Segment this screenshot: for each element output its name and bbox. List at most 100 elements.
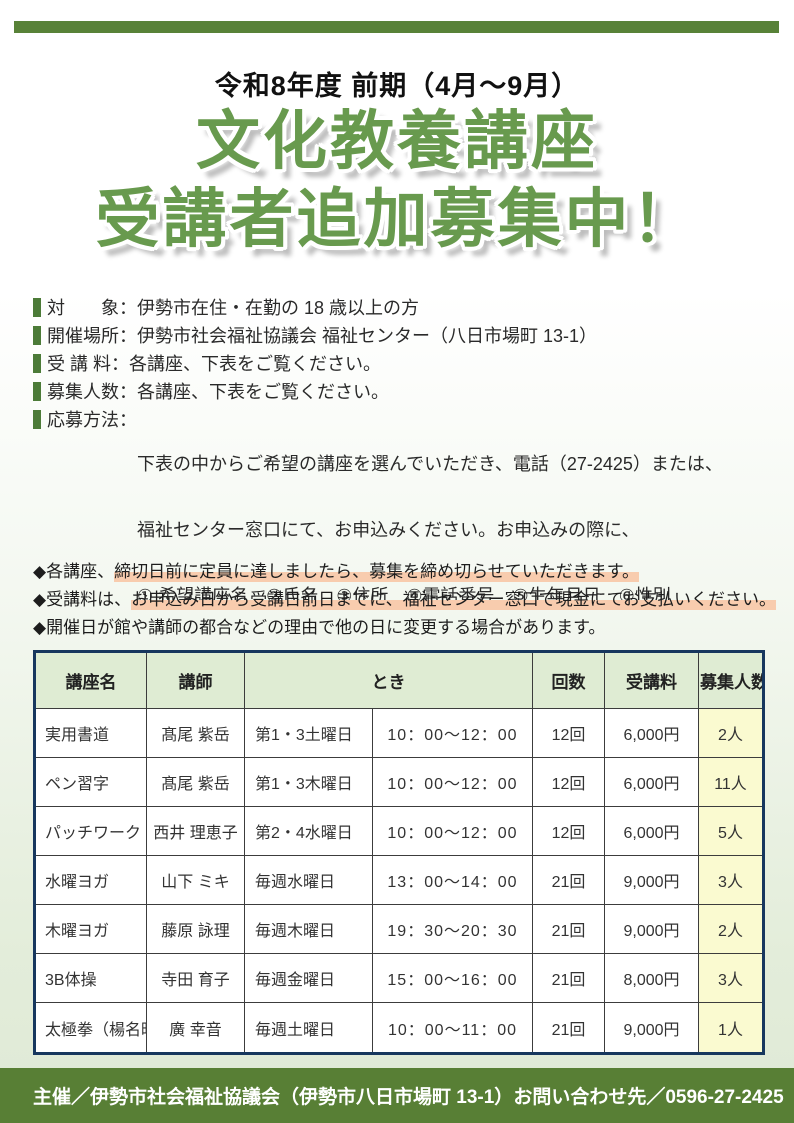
- table-row: 水曜ヨガ 山下 ミキ 毎週水曜日 13：00～14：00 21回 9,000円 …: [34, 855, 764, 906]
- top-green-bar: [14, 21, 779, 33]
- footer-organizer: 主催／伊勢市社会福祉協議会（伊勢市八日市場町 13-1）: [33, 1087, 514, 1108]
- header-fee: 受講料: [604, 651, 699, 709]
- cell-time: 10：00～12：00: [372, 757, 533, 808]
- info-item-capacity: 募集人数： 各講座、下表をご覧ください。: [33, 381, 763, 403]
- note-prefix: ◆受講料は、: [33, 590, 132, 609]
- info-text: 伊勢市社会福祉協議会 福祉センター（八日市場町 13-1）: [137, 326, 598, 346]
- cell-teacher: 寺田 育子: [146, 953, 245, 1004]
- apply-method-line: 下表の中からご希望の講座を選んでいただき、電話（27-2425）または、: [137, 454, 723, 474]
- cell-course-name: 水曜ヨガ: [34, 855, 147, 906]
- cell-sessions: 12回: [532, 757, 605, 808]
- table-row: ペン習字 髙尾 紫岳 第1・3木曜日 10：00～12：00 12回 6,000…: [34, 757, 764, 808]
- table-header-row: 講座名 講師 とき 回数 受講料 募集人数: [34, 651, 764, 709]
- cell-fee: 6,000円: [604, 806, 699, 857]
- cell-course-name: 太極拳（楊名時）: [34, 1002, 147, 1054]
- main-title: 文化教養講座 受講者追加募集中！: [0, 102, 794, 258]
- cell-teacher: 廣 幸音: [146, 1002, 245, 1054]
- square-marker-icon: [33, 410, 41, 429]
- cell-recruit-count: 3人: [698, 953, 764, 1004]
- cell-day: 第2・4水曜日: [244, 806, 373, 857]
- note-item: ◆開催日が館や講師の都合などの理由で他の日に変更する場合があります。: [33, 614, 773, 642]
- course-table: 講座名 講師 とき 回数 受講料 募集人数 実用書道 髙尾 紫岳 第1・3土曜日…: [33, 650, 765, 1055]
- info-label: 対 象：: [47, 298, 137, 318]
- table-row: パッチワーク 西井 理恵子 第2・4水曜日 10：00～12：00 12回 6,…: [34, 806, 764, 857]
- info-label: 受 講 料：: [47, 354, 130, 374]
- cell-fee: 9,000円: [604, 904, 699, 955]
- cell-recruit-count: 2人: [698, 904, 764, 955]
- main-title-line1: 文化教養講座: [196, 105, 598, 177]
- info-item-venue: 開催場所： 伊勢市社会福祉協議会 福祉センター（八日市場町 13-1）: [33, 325, 763, 347]
- header-sessions: 回数: [532, 651, 605, 709]
- cell-course-name: 木曜ヨガ: [34, 904, 147, 955]
- footer-contact: お問い合わせ先／0596-27-2425: [513, 1087, 784, 1108]
- info-item-fee: 受 講 料： 各講座、下表をご覧ください。: [33, 353, 763, 375]
- apply-method-line: 福祉センター窓口にて、お申込みください。お申込みの際に、: [137, 520, 640, 540]
- cell-recruit-count: 3人: [698, 855, 764, 906]
- main-title-line2: 受講者追加募集中！: [95, 183, 699, 255]
- cell-sessions: 21回: [532, 904, 605, 955]
- info-item-target-audience: 対 象： 伊勢市在住・在勤の 18 歳以上の方: [33, 297, 763, 319]
- note-highlight: 締切日前に定員に達しましたら、募集を締め切らせていただきます。: [114, 562, 640, 582]
- cell-recruit-count: 11人: [698, 757, 764, 808]
- note-item: ◆受講料は、お申込み日から受講日前日までに、福祉センター窓口で現金にてお支払いく…: [33, 586, 777, 614]
- cell-sessions: 21回: [532, 953, 605, 1004]
- cell-sessions: 12回: [532, 806, 605, 857]
- cell-fee: 9,000円: [604, 855, 699, 906]
- note-prefix: ◆開催日が館や講師の都合などの理由で他の日に変更する場合があります。: [33, 618, 606, 637]
- cell-recruit-count: 2人: [698, 707, 764, 759]
- info-text: 各講座、下表をご覧ください。: [129, 354, 382, 374]
- cell-fee: 6,000円: [604, 707, 699, 759]
- table-row: 実用書道 髙尾 紫岳 第1・3土曜日 10：00～12：00 12回 6,000…: [34, 707, 764, 759]
- cell-teacher: 西井 理恵子: [146, 806, 245, 857]
- cell-recruit-count: 5人: [698, 806, 764, 857]
- cell-fee: 6,000円: [604, 757, 699, 808]
- cell-time: 10：00～12：00: [372, 707, 533, 759]
- table-row: 木曜ヨガ 藤原 詠理 毎週木曜日 19：30～20：30 21回 9,000円 …: [34, 904, 764, 955]
- cell-course-name: 3B体操: [34, 953, 147, 1004]
- cell-day: 毎週土曜日: [244, 1002, 373, 1054]
- header-recruit-count: 募集人数: [698, 651, 764, 709]
- cell-teacher: 藤原 詠理: [146, 904, 245, 955]
- note-highlight: お申込み日から受講日前日までに、福祉センター窓口で現金にてお支払いください。: [131, 590, 777, 610]
- cell-teacher: 髙尾 紫岳: [146, 757, 245, 808]
- cell-day: 第1・3土曜日: [244, 707, 373, 759]
- cell-day: 第1・3木曜日: [244, 757, 373, 808]
- cell-sessions: 21回: [532, 855, 605, 906]
- footer-bar: 主催／伊勢市社会福祉協議会（伊勢市八日市場町 13-1） お問い合わせ先／059…: [0, 1068, 794, 1123]
- cell-sessions: 12回: [532, 707, 605, 759]
- notes-list: ◆各講座、締切日前に定員に達しましたら、募集を締め切らせていただきます。 ◆受講…: [33, 558, 777, 642]
- cell-course-name: パッチワーク: [34, 806, 147, 857]
- note-prefix: ◆各講座、: [33, 562, 115, 581]
- note-item: ◆各講座、締切日前に定員に達しましたら、募集を締め切らせていただきます。: [33, 558, 773, 586]
- info-label: 募集人数：: [47, 382, 137, 402]
- cell-course-name: ペン習字: [34, 757, 147, 808]
- cell-day: 毎週水曜日: [244, 855, 373, 906]
- info-label: 応募方法：: [47, 410, 137, 430]
- cell-time: 19：30～20：30: [372, 904, 533, 955]
- header-teacher: 講師: [146, 651, 245, 709]
- cell-day: 毎週木曜日: [244, 904, 373, 955]
- info-label: 開催場所：: [47, 326, 137, 346]
- table-row: 太極拳（楊名時） 廣 幸音 毎週土曜日 10：00～11：00 21回 9,00…: [34, 1002, 764, 1054]
- term-subtitle: 令和8年度 前期（4月～9月）: [214, 71, 580, 101]
- cell-recruit-count: 1人: [698, 1002, 764, 1054]
- header-course-name: 講座名: [34, 651, 147, 709]
- cell-time: 15：00～16：00: [372, 953, 533, 1004]
- cell-time: 13：00～14：00: [372, 855, 533, 906]
- cell-sessions: 21回: [532, 1002, 605, 1054]
- cell-fee: 8,000円: [604, 953, 699, 1004]
- square-marker-icon: [33, 298, 41, 317]
- square-marker-icon: [33, 326, 41, 345]
- info-text: 伊勢市在住・在勤の 18 歳以上の方: [137, 298, 420, 318]
- cell-teacher: 山下 ミキ: [146, 855, 245, 906]
- table-row: 3B体操 寺田 育子 毎週金曜日 15：00～16：00 21回 8,000円 …: [34, 953, 764, 1004]
- cell-day: 毎週金曜日: [244, 953, 373, 1004]
- square-marker-icon: [33, 382, 41, 401]
- cell-time: 10：00～11：00: [372, 1002, 533, 1054]
- cell-fee: 9,000円: [604, 1002, 699, 1054]
- square-marker-icon: [33, 354, 41, 373]
- header-schedule: とき: [244, 651, 533, 709]
- cell-time: 10：00～12：00: [372, 806, 533, 857]
- cell-course-name: 実用書道: [34, 707, 147, 759]
